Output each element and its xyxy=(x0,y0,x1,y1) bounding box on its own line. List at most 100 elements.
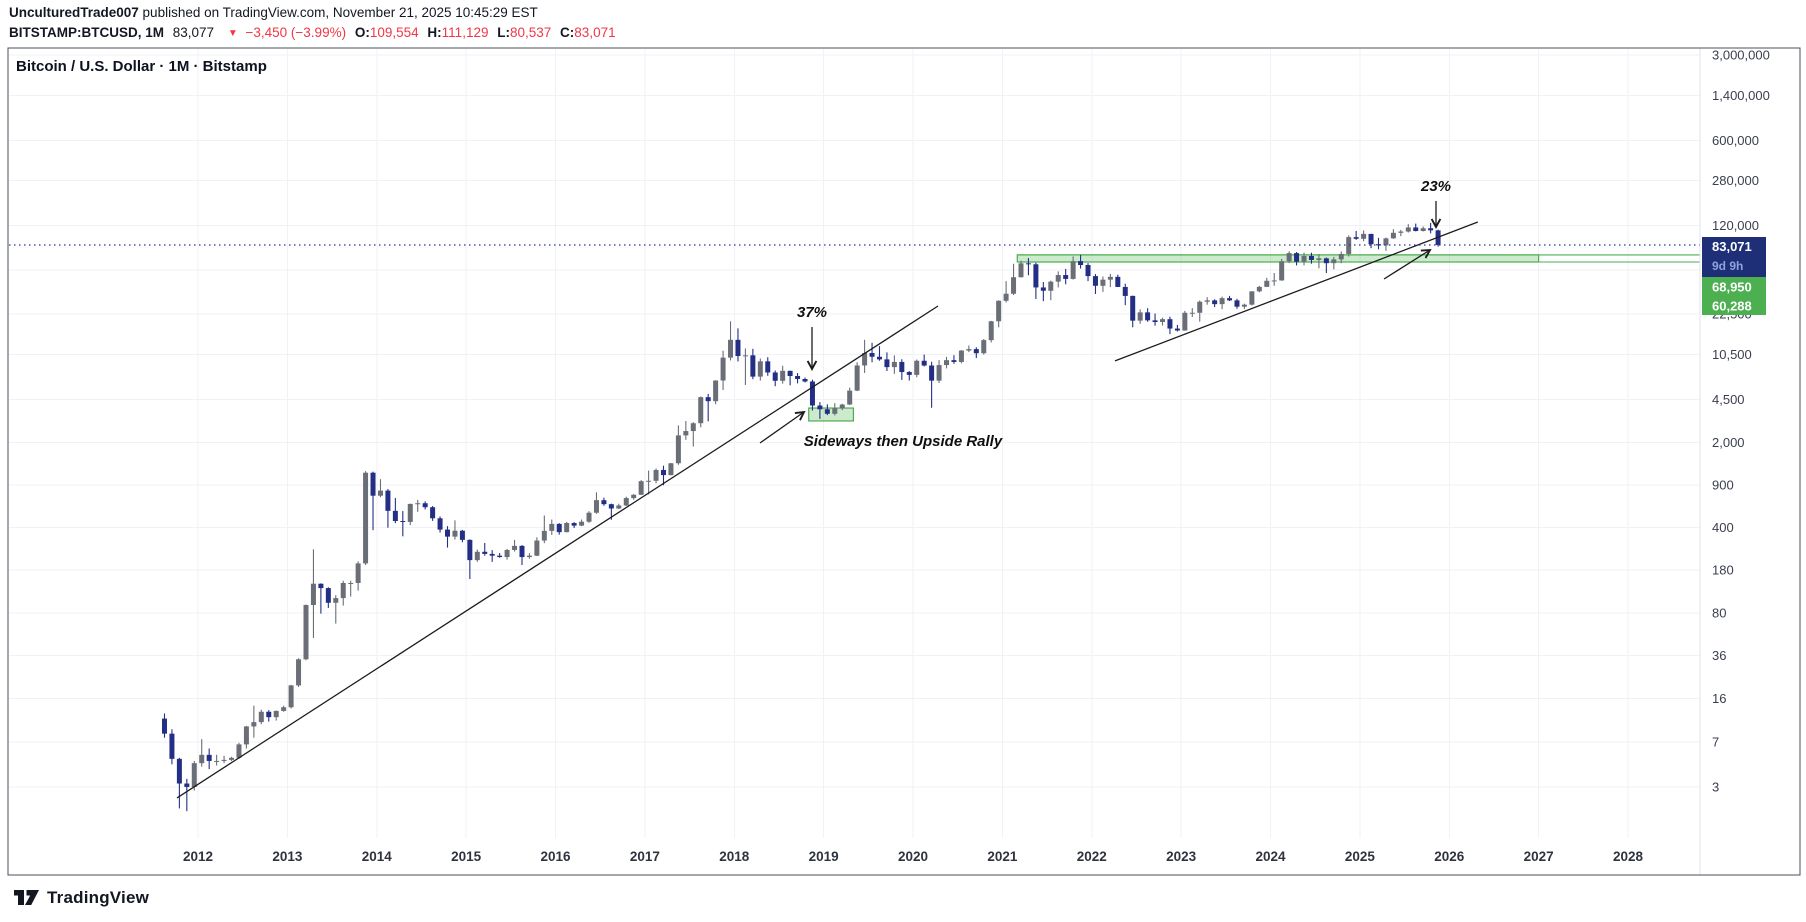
candle-body xyxy=(966,349,972,351)
price-axis-label: 16 xyxy=(1712,691,1726,706)
candle-body xyxy=(1227,298,1233,301)
candle-body xyxy=(556,523,562,533)
candle-body xyxy=(1182,312,1188,331)
candle-body xyxy=(586,512,592,522)
symbol-interval: BITSTAMP:BTCUSD, 1M xyxy=(9,25,164,40)
candle-body xyxy=(430,507,436,519)
price-axis-label: 4,500 xyxy=(1712,392,1745,407)
candle-body xyxy=(526,555,532,558)
tradingview-logo[interactable]: TradingView xyxy=(14,888,149,908)
high-label: H: xyxy=(427,25,442,40)
candle-body xyxy=(653,469,659,481)
candle-body xyxy=(981,340,987,354)
time-axis-label: 2018 xyxy=(719,849,750,864)
candle-body xyxy=(422,503,428,508)
candle-body xyxy=(214,760,220,762)
candle-body xyxy=(973,349,979,354)
candle-body xyxy=(705,397,711,402)
candle-body xyxy=(1197,301,1203,313)
candle-body xyxy=(489,553,495,556)
candle-body xyxy=(1323,258,1329,264)
time-axis-label: 2028 xyxy=(1613,849,1644,864)
candle-body xyxy=(236,744,242,758)
current-price-badge xyxy=(1702,237,1766,277)
candle-body xyxy=(467,539,473,561)
candle-body xyxy=(1241,304,1247,307)
open-value: 109,554 xyxy=(369,25,419,40)
candle-body xyxy=(1212,300,1218,305)
candle-body xyxy=(772,372,778,381)
price-axis-label: 180 xyxy=(1712,563,1734,578)
candle-body xyxy=(303,605,309,660)
candle-body xyxy=(1100,279,1106,286)
candle-body xyxy=(988,321,994,341)
time-axis-label: 2022 xyxy=(1077,849,1107,864)
candle-body xyxy=(1011,277,1017,294)
candle-body xyxy=(564,523,570,533)
candle-body xyxy=(795,375,801,380)
level-price-badge-value: 60,288 xyxy=(1712,299,1752,314)
candle-body xyxy=(288,685,294,708)
time-axis-label: 2024 xyxy=(1255,849,1286,864)
candle-body xyxy=(1092,276,1098,286)
current-price-badge-value: 83,071 xyxy=(1712,239,1752,254)
price-axis-label: 10,500 xyxy=(1712,347,1752,362)
candle-body xyxy=(906,372,912,375)
candle-body xyxy=(1301,255,1307,262)
candle-body xyxy=(668,463,674,476)
candle-body xyxy=(534,540,540,556)
candle-body xyxy=(392,510,398,522)
candle-body xyxy=(571,523,577,526)
candle-body xyxy=(1279,261,1285,281)
candle-body xyxy=(1256,286,1262,292)
candle-body xyxy=(631,494,637,499)
candle-body xyxy=(355,563,361,583)
annotation-text: 23% xyxy=(1420,178,1451,195)
time-axis-label: 2025 xyxy=(1345,849,1376,864)
candle-body xyxy=(333,598,339,603)
candle-body xyxy=(884,359,890,368)
time-axis-label: 2023 xyxy=(1166,849,1197,864)
candle-body xyxy=(1122,286,1128,296)
candle-body xyxy=(646,480,652,482)
candle-body xyxy=(310,583,316,606)
candle-body xyxy=(459,530,465,540)
time-axis-label: 2013 xyxy=(272,849,303,864)
candle-body xyxy=(1361,233,1367,239)
candle-body xyxy=(623,498,629,506)
candle-body xyxy=(944,360,950,366)
candle-body xyxy=(497,555,503,558)
time-axis-label: 2014 xyxy=(362,849,393,864)
price-axis-label: 7 xyxy=(1712,735,1719,750)
price-axis-label: 80 xyxy=(1712,605,1726,620)
candle-body xyxy=(1025,263,1031,265)
price-axis-label: 36 xyxy=(1712,648,1726,663)
candle-body xyxy=(608,504,614,509)
candle-body xyxy=(713,380,719,402)
candle-body xyxy=(318,583,324,589)
bar-countdown: 9d 9h xyxy=(1712,259,1743,273)
level-price-badge xyxy=(1702,277,1766,296)
candle-body xyxy=(1353,237,1359,239)
candle-body xyxy=(415,503,421,505)
candle-body xyxy=(191,763,197,787)
candle-body xyxy=(1331,259,1337,264)
candle-body xyxy=(1338,253,1344,260)
last-price: 83,077 xyxy=(172,25,215,40)
candle-body xyxy=(660,469,666,476)
candle-body xyxy=(1174,328,1180,331)
candle-body xyxy=(363,472,369,564)
candle-body xyxy=(161,718,167,734)
candle-body xyxy=(1070,261,1076,279)
price-axis-label: 900 xyxy=(1712,477,1734,492)
candle-body xyxy=(593,500,599,513)
candle-body xyxy=(1308,255,1314,260)
price-axis-label: 400 xyxy=(1712,520,1734,535)
candle-body xyxy=(638,481,644,495)
high-value: 111,129 xyxy=(441,25,489,40)
candle-body xyxy=(1219,298,1225,305)
candle-body xyxy=(757,361,763,377)
candle-body xyxy=(1085,265,1091,277)
time-axis-label: 2012 xyxy=(183,849,213,864)
